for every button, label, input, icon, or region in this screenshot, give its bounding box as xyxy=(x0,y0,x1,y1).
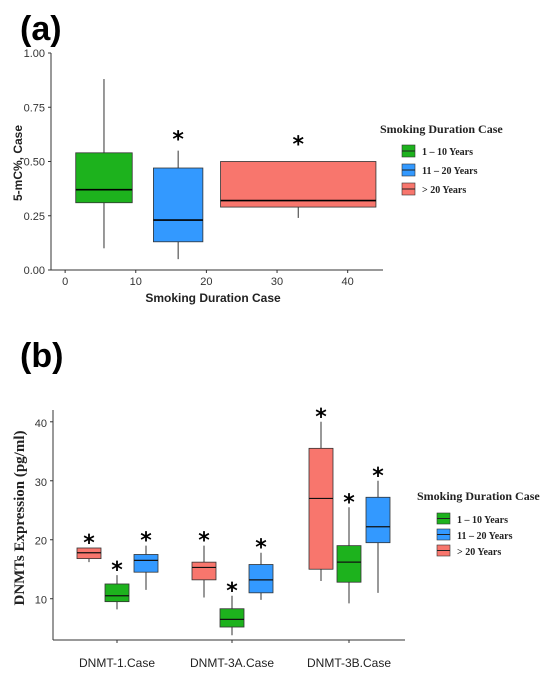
box-body xyxy=(104,583,130,603)
significance-star: * xyxy=(372,464,384,489)
box-body xyxy=(336,545,362,583)
significance-star: * xyxy=(111,558,123,583)
chart-a-x-tick-label: 30 xyxy=(271,276,283,288)
chart-b-y-tick-label: 30 xyxy=(35,477,47,489)
chart-a-x-tick-label: 20 xyxy=(200,276,212,288)
chart-a-y-tick-label: 1.00 xyxy=(24,48,45,60)
significance-star: * xyxy=(83,531,95,556)
significance-star: * xyxy=(226,579,238,604)
box-body xyxy=(75,152,133,204)
chart-b-category-label: DNMT-3A.Case xyxy=(190,656,274,670)
box-body xyxy=(153,167,204,243)
box-body xyxy=(133,554,159,573)
chart-a-legend-title: Smoking Duration Case xyxy=(380,122,503,136)
legend-label: > 20 Years xyxy=(457,547,501,558)
panel-a-label: (a) xyxy=(20,10,62,48)
box-body xyxy=(248,564,274,594)
box-body xyxy=(220,161,377,208)
panel-b-label: (b) xyxy=(20,337,63,375)
chart-b-y-axis-title: DNMTs Expression (pg/ml) xyxy=(12,430,28,605)
significance-star: * xyxy=(292,133,304,158)
significance-star: * xyxy=(343,490,355,515)
legend-label: 1 – 10 Years xyxy=(422,147,473,158)
significance-star: * xyxy=(172,128,184,153)
chart-a-x-axis-title: Smoking Duration Case xyxy=(145,291,281,305)
legend-label: 1 – 10 Years xyxy=(457,515,508,526)
chart-a-x-tick-label: 10 xyxy=(130,276,142,288)
chart-b-y-tick-label: 40 xyxy=(35,418,47,430)
chart-b-category-label: DNMT-1.Case xyxy=(79,656,155,670)
significance-star: * xyxy=(315,405,327,430)
box-body xyxy=(191,561,217,581)
chart-a-y-tick-label: 0.75 xyxy=(24,102,45,114)
chart-b-category-label: DNMT-3B.Case xyxy=(307,656,391,670)
chart-a-y-tick-label: 0.50 xyxy=(24,157,45,169)
significance-star: * xyxy=(198,529,210,554)
legend-label: 11 – 20 Years xyxy=(422,166,478,177)
chart-b-y-tick-label: 10 xyxy=(35,595,47,607)
significance-star: * xyxy=(140,529,152,554)
chart-a-x-tick-label: 40 xyxy=(342,276,354,288)
chart-a: 5-mC%, Case Smoking Duration Case Smokin… xyxy=(11,48,503,305)
box-body xyxy=(365,496,391,544)
chart-a-legend: Smoking Duration Case 1 – 10 Years 11 – 2… xyxy=(380,122,503,196)
chart-b-legend: Smoking Duration Case 1 – 10 Years 11 – 2… xyxy=(417,489,540,558)
box-body xyxy=(308,447,334,570)
chart-a-y-tick-label: 0.00 xyxy=(24,265,45,277)
chart-b-y-tick-label: 20 xyxy=(35,536,47,548)
chart-b: DNMTs Expression (pg/ml) Smoking Duratio… xyxy=(12,405,540,670)
legend-label: > 20 Years xyxy=(422,185,466,196)
chart-a-x-tick-label: 0 xyxy=(62,276,68,288)
chart-b-legend-title: Smoking Duration Case xyxy=(417,489,540,503)
box-body xyxy=(219,608,245,628)
legend-label: 11 – 20 Years xyxy=(457,531,513,542)
chart-a-y-tick-label: 0.25 xyxy=(24,211,45,223)
chart-a-y-axis-title: 5-mC%, Case xyxy=(11,125,25,201)
significance-star: * xyxy=(255,536,267,561)
